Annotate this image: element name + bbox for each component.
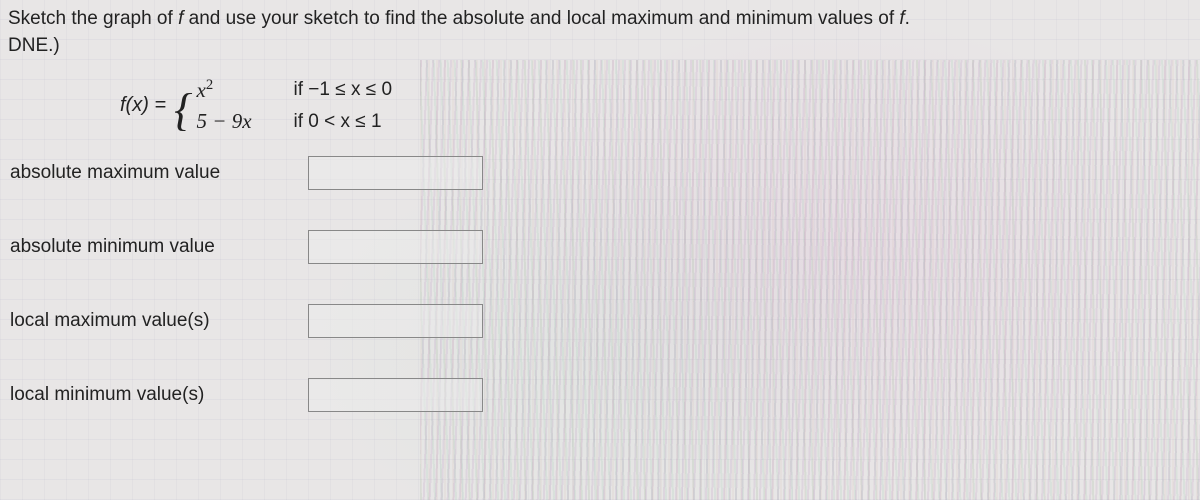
abs-max-label: absolute maximum value xyxy=(8,162,308,184)
abs-min-label: absolute minimum value xyxy=(8,236,308,258)
loc-max-input[interactable] xyxy=(308,304,483,338)
q-mid: and use your sketch to find the absolute… xyxy=(183,8,899,29)
case2-expr: 5 − 9x xyxy=(197,109,252,134)
fn-lhs: f(x) = xyxy=(120,94,166,117)
function-definition: f(x) = { x2 if −1 ≤ x ≤ 0 5 − 9x if 0 < … xyxy=(120,77,1192,134)
q-end: . xyxy=(905,8,910,29)
case1-cond: if −1 ≤ x ≤ 0 xyxy=(294,79,392,101)
piecewise-cases: x2 if −1 ≤ x ≤ 0 5 − 9x if 0 < x ≤ 1 xyxy=(197,77,392,134)
row-loc-min: local minimum value(s) xyxy=(8,378,1192,412)
row-abs-min: absolute minimum value xyxy=(8,230,1192,264)
case2-cond: if 0 < x ≤ 1 xyxy=(294,111,392,133)
row-loc-max: local maximum value(s) xyxy=(8,304,1192,338)
loc-min-input[interactable] xyxy=(308,378,483,412)
q-line2: DNE.) xyxy=(8,35,60,56)
loc-min-label: local minimum value(s) xyxy=(8,384,308,406)
row-abs-max: absolute maximum value xyxy=(8,156,1192,190)
q-prefix: Sketch the graph of xyxy=(8,8,178,29)
brace-icon: { xyxy=(174,90,192,130)
case1-expr: x2 xyxy=(197,77,252,103)
question-text: Sketch the graph of f and use your sketc… xyxy=(8,6,1192,59)
abs-max-input[interactable] xyxy=(308,156,483,190)
loc-max-label: local maximum value(s) xyxy=(8,310,308,332)
content-area: Sketch the graph of f and use your sketc… xyxy=(0,0,1200,458)
abs-min-input[interactable] xyxy=(308,230,483,264)
answer-rows: absolute maximum value absolute minimum … xyxy=(8,156,1192,412)
